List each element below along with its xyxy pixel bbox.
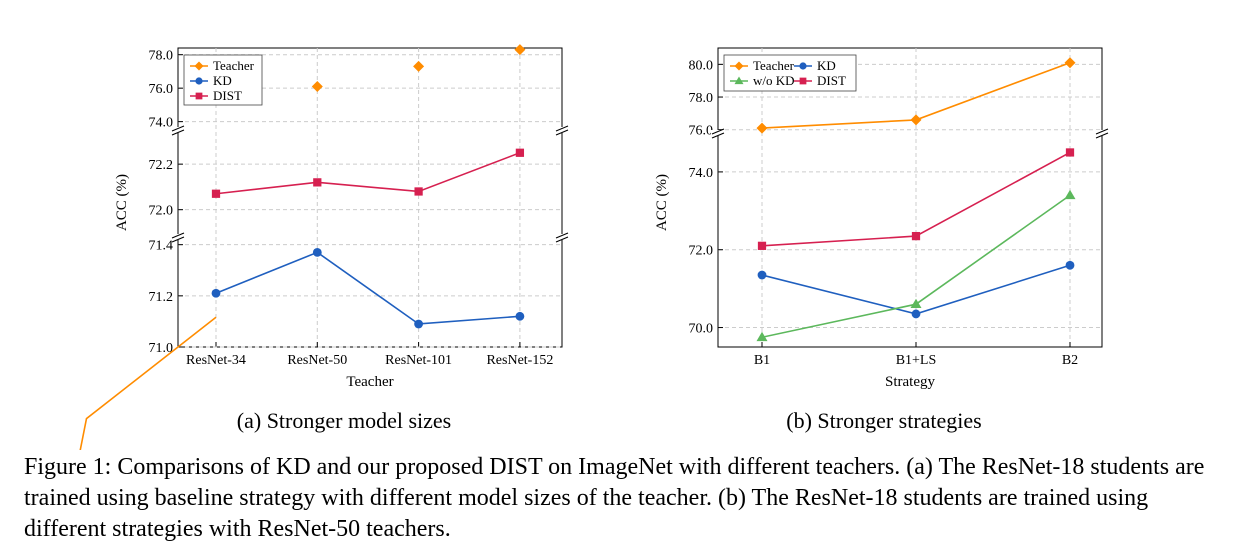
figure-caption: Figure 1: Comparisons of KD and our prop… <box>24 454 1205 542</box>
legend-label: Teacher <box>213 58 255 73</box>
axis-break-mark <box>171 236 185 243</box>
y-tick-label: 76.0 <box>689 124 714 139</box>
y-tick-label: 80.0 <box>689 58 714 73</box>
x-tick-label: ResNet-34 <box>186 353 246 368</box>
figure: ResNet-34 ResNet-50 ResNet-101 ResNet-152 78… <box>79 44 1109 450</box>
data-point <box>1064 57 1076 69</box>
axis-break-mark <box>555 125 569 132</box>
subcaption-b: (b) Stronger strategies <box>786 408 982 433</box>
data-point <box>514 44 526 56</box>
series-line-dist <box>215 152 521 195</box>
x-tick-label: B1 <box>754 353 770 368</box>
y-tick-label: 76.0 <box>149 82 174 97</box>
data-point <box>414 187 423 196</box>
axis-break-mark <box>555 129 569 136</box>
series-line-teacher <box>79 316 217 450</box>
y-tick-label: 71.4 <box>149 239 174 254</box>
y-tick-label: 74.0 <box>149 116 174 131</box>
axis-break-gap <box>171 234 185 240</box>
data-point <box>1065 148 1075 157</box>
legend-marker <box>799 62 807 70</box>
axis-break-mark <box>1095 132 1109 139</box>
data-point <box>211 288 221 298</box>
axis-break-mark <box>555 236 569 243</box>
axis-break-mark <box>171 129 185 136</box>
legend-marker <box>799 77 807 85</box>
legend-label: KD <box>213 73 232 88</box>
axis-break-mark <box>1095 128 1109 135</box>
data-point <box>312 247 322 257</box>
data-point <box>515 148 525 157</box>
axis-break-gap <box>171 127 185 133</box>
x-tick-label: B1+LS <box>896 353 937 368</box>
legend-marker <box>194 61 204 71</box>
axis-break-gap <box>711 130 725 136</box>
x-tick-label: ResNet-101 <box>385 353 452 368</box>
data-point <box>311 80 323 92</box>
y-tick-label: 74.0 <box>689 166 714 181</box>
y-tick-label: 72.2 <box>149 158 174 173</box>
x-tick-label: B2 <box>1062 353 1078 368</box>
plot-frame <box>717 47 1103 348</box>
legend-marker <box>195 92 203 100</box>
y-tick-label: 71.2 <box>149 290 174 305</box>
subcaption-a: (a) Stronger model sizes <box>237 408 451 433</box>
data-point <box>313 178 322 187</box>
axis-break-gap <box>555 127 569 133</box>
legend-label: w/o KD <box>753 73 795 88</box>
legend-label: Teacher <box>753 58 795 73</box>
data-point <box>756 122 768 134</box>
legend-label: KD <box>817 58 836 73</box>
chart-a: ResNet-34 ResNet-50 ResNet-101 ResNet-152 78… <box>79 44 569 450</box>
legend-marker <box>734 76 744 85</box>
legend-marker <box>195 77 203 85</box>
axis-break-mark <box>711 132 725 139</box>
x-axis-label: Teacher <box>346 374 393 390</box>
data-point <box>1065 260 1075 270</box>
y-tick-label: 72.0 <box>689 244 714 259</box>
legend-marker <box>734 61 744 71</box>
axis-break-mark <box>171 125 185 132</box>
legend-label: DIST <box>817 73 846 88</box>
chart-b: B1 B1+LS B2 80.0 78.0 76.0 74.0 72.0 70.0 Strateg… <box>654 47 1109 433</box>
data-point <box>911 231 921 241</box>
x-tick-label: ResNet-152 <box>486 353 553 368</box>
axis-break-gap <box>555 234 569 240</box>
data-point <box>757 270 767 280</box>
y-axis-label: ACC (%) <box>654 174 670 231</box>
legend-box <box>723 54 857 92</box>
data-point <box>413 60 425 72</box>
data-point <box>910 298 922 309</box>
data-point <box>211 189 221 198</box>
data-point <box>757 241 767 250</box>
y-tick-label: 70.0 <box>689 322 714 337</box>
y-tick-label: 71.0 <box>149 341 174 356</box>
axis-break-gap <box>1095 130 1109 136</box>
data-point <box>911 309 921 319</box>
y-tick-label: 72.0 <box>149 204 174 219</box>
y-tick-label: 78.0 <box>149 49 174 64</box>
x-tick-label: ResNet-50 <box>287 353 347 368</box>
data-point <box>756 331 768 342</box>
data-point <box>1064 189 1076 200</box>
x-axis-label: Strategy <box>885 374 935 390</box>
data-point <box>515 311 525 321</box>
series-line-kd <box>215 251 520 325</box>
axis-break-mark <box>555 232 569 239</box>
axis-break-mark <box>171 232 185 239</box>
legend-label: DIST <box>213 88 242 103</box>
y-axis-label: ACC (%) <box>114 174 130 231</box>
data-point <box>910 114 922 126</box>
y-tick-label: 78.0 <box>689 91 714 106</box>
data-point <box>414 319 423 329</box>
axis-break-mark <box>711 128 725 135</box>
